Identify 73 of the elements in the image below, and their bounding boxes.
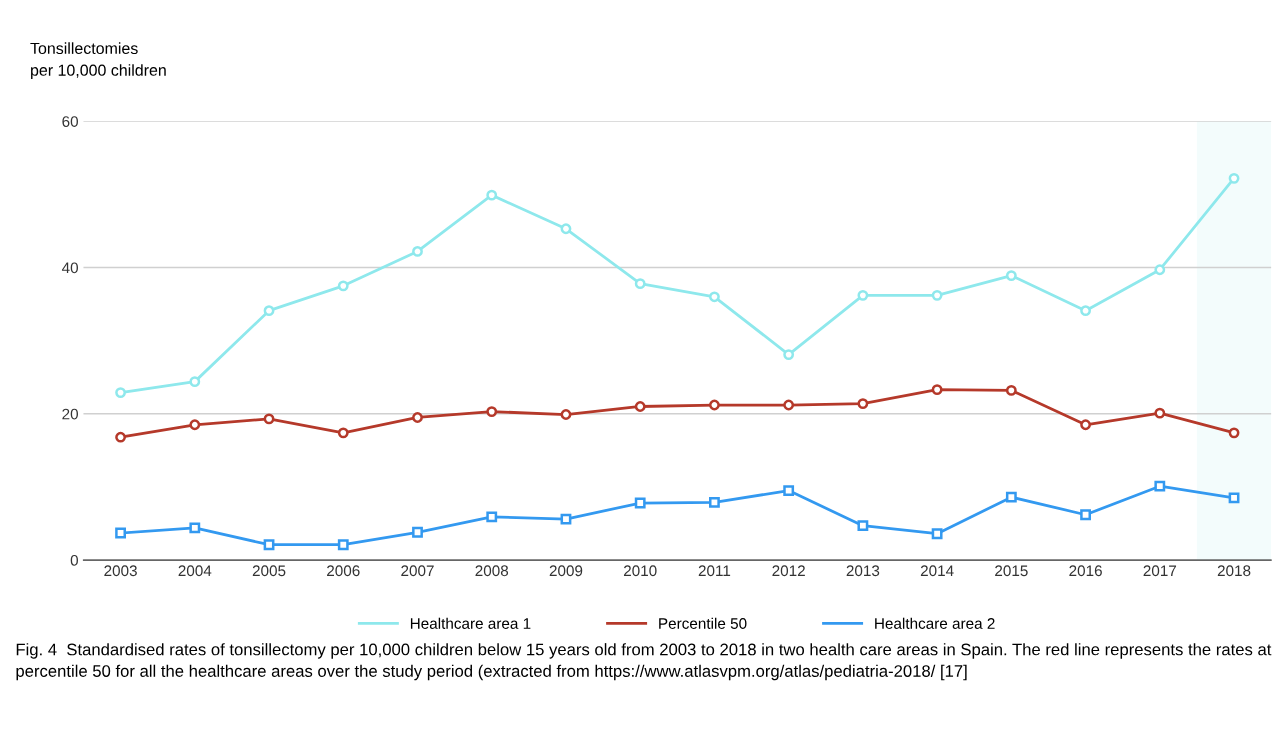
point <box>709 399 720 411</box>
point <box>1005 270 1017 281</box>
point <box>486 406 498 418</box>
caption: Fig. 4 Standardised rates of tonsillectomy per 10,000 children below 15 years old from 2003 to 2018 in two health care areas in Spain. The red line represents the rates at percentile 50 for all the healthcare areas over the study period (extracted from https://www.atlasvpm.org/atlas/pediatria-2018/ [17] <box>16 643 1272 681</box>
y-tick-label: 20 <box>62 408 78 420</box>
point <box>189 419 201 431</box>
point <box>115 387 126 399</box>
x-tick-label: 2014 <box>920 565 954 577</box>
point <box>189 376 201 388</box>
point <box>1005 384 1017 396</box>
point <box>337 539 349 551</box>
legend-label: Healthcare area 1 <box>410 617 531 629</box>
y-axis-title: Tonsillectomies per 10,000 children <box>30 42 166 80</box>
point <box>931 528 943 540</box>
point <box>857 398 869 409</box>
legend-label: Percentile 50 <box>659 617 747 629</box>
point <box>486 189 498 201</box>
point <box>634 401 646 412</box>
x-tick-label: 2016 <box>1069 565 1102 577</box>
x-tick-label: 2010 <box>623 565 657 577</box>
point <box>263 413 275 425</box>
x-tick-label: 2009 <box>549 565 583 577</box>
legend-label: Healthcare area 2 <box>875 617 995 629</box>
x-tick-label: 2017 <box>1143 565 1177 577</box>
point <box>709 291 720 303</box>
point <box>412 246 423 257</box>
point <box>783 399 795 411</box>
point <box>560 409 572 420</box>
point <box>560 513 572 525</box>
x-tick-label: 2008 <box>475 565 509 577</box>
x-tick-label: 2013 <box>846 565 880 577</box>
point <box>931 384 943 396</box>
point <box>1154 480 1166 492</box>
point <box>634 278 646 290</box>
point <box>1228 492 1240 504</box>
point <box>337 427 349 439</box>
x-tick-label: 2005 <box>252 565 286 577</box>
x-tick-label: 2004 <box>178 565 212 577</box>
x-tick-label: 2003 <box>104 565 137 577</box>
point <box>1080 419 1091 431</box>
point <box>189 522 201 534</box>
point <box>1080 305 1091 317</box>
point <box>1154 264 1166 276</box>
point <box>560 223 572 235</box>
point <box>337 280 349 292</box>
point <box>263 305 275 317</box>
y-tick-label: 0 <box>70 554 78 566</box>
point <box>634 497 646 509</box>
point <box>486 511 498 523</box>
point <box>1228 427 1240 439</box>
point <box>709 496 720 508</box>
x-tick-label: 2006 <box>327 565 360 577</box>
x-tick-label: 2018 <box>1217 565 1251 577</box>
point <box>412 526 423 538</box>
point <box>857 520 869 532</box>
x-tick-label: 2012 <box>772 565 805 577</box>
point <box>857 289 869 301</box>
point <box>115 431 126 443</box>
point <box>783 485 795 497</box>
x-tick-label: 2007 <box>401 565 434 577</box>
y-tick-label: 40 <box>61 262 78 274</box>
point <box>1154 407 1166 419</box>
point <box>412 412 423 423</box>
point <box>783 349 795 360</box>
point <box>1005 491 1017 503</box>
y-tick-label: 60 <box>62 116 78 127</box>
point <box>1228 172 1240 184</box>
point <box>115 527 126 539</box>
x-tick-label: 2015 <box>995 565 1028 577</box>
point <box>263 539 275 551</box>
point <box>1080 509 1091 521</box>
x-tick-label: 2011 <box>698 565 731 577</box>
point <box>931 289 943 301</box>
